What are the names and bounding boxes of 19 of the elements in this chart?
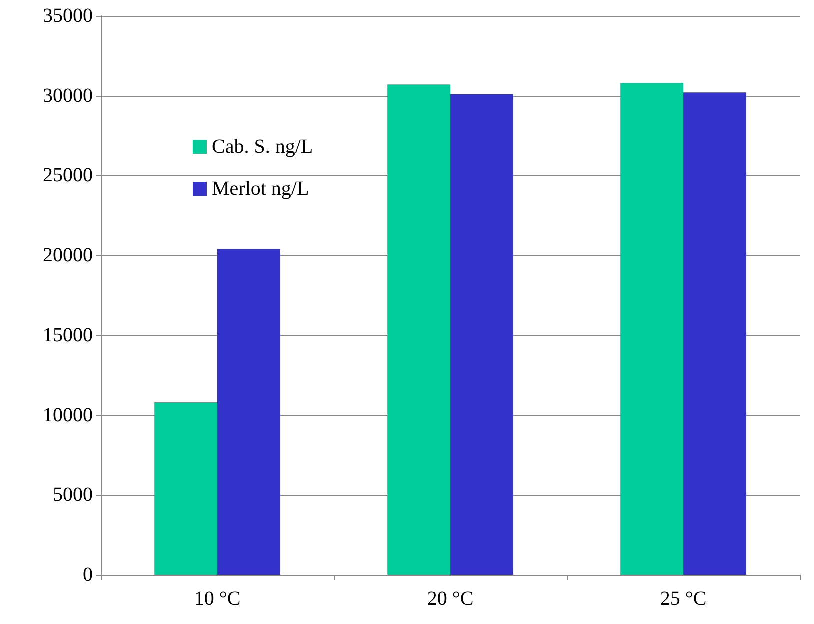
legend-label: Merlot ng/L [212, 178, 310, 200]
y-tick-label: 30000 [43, 84, 93, 107]
bar [154, 402, 218, 575]
y-tick-label: 35000 [43, 5, 93, 27]
y-tick-label: 5000 [53, 484, 93, 506]
y-tick-label: 10000 [43, 404, 93, 426]
bar [218, 249, 280, 575]
bar [684, 92, 746, 575]
y-tick-label: 15000 [43, 324, 93, 346]
x-tick-label: 25 °C [660, 588, 707, 610]
y-tick-label: 0 [83, 564, 93, 586]
x-tick-label: 10 °C [194, 588, 241, 610]
legend-label: Cab. S. ng/L [212, 136, 314, 158]
y-tick-label: 25000 [43, 164, 93, 187]
bar [388, 84, 450, 575]
bar [620, 83, 684, 575]
bar [450, 94, 514, 575]
x-tick-label: 20 °C [427, 588, 474, 610]
y-tick-label: 20000 [43, 244, 93, 267]
